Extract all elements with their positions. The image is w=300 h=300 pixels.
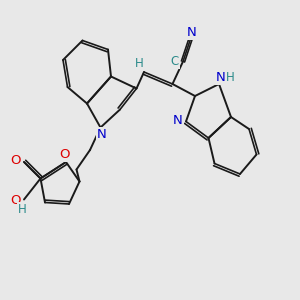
Text: O: O [11,154,21,167]
Text: N: N [187,26,197,39]
Text: H: H [226,71,235,84]
Text: N: N [216,71,225,84]
Text: N: N [173,113,182,127]
Text: N: N [97,128,107,142]
Text: C: C [170,55,179,68]
Text: H: H [135,57,144,70]
Text: O: O [11,194,21,208]
Text: O: O [59,148,70,161]
Text: H: H [18,202,27,216]
